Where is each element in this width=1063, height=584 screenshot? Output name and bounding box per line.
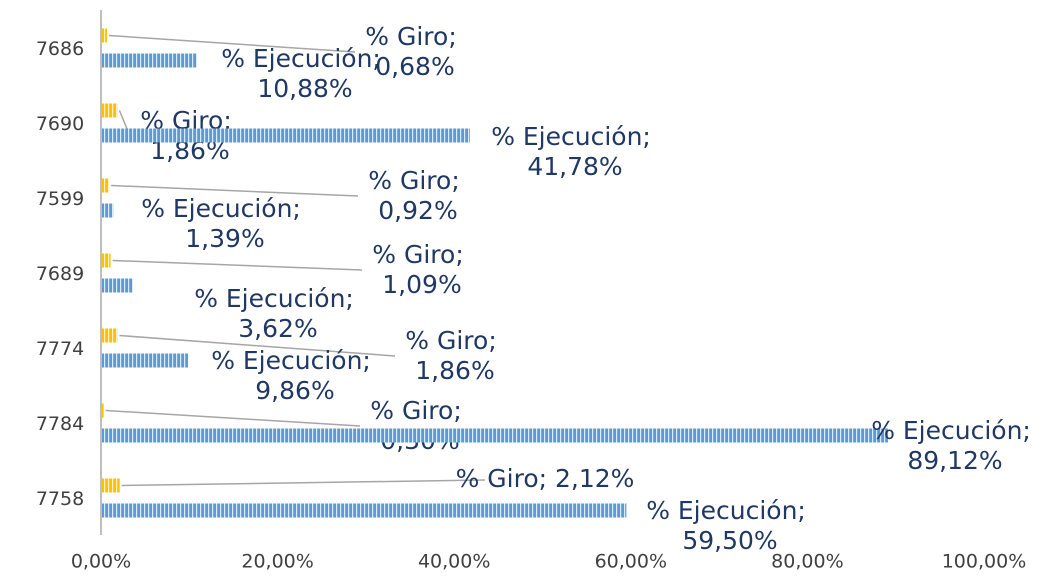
bar — [101, 353, 189, 368]
bar — [101, 403, 104, 418]
leader-line — [121, 479, 486, 487]
x-tick-label: 0,00% — [71, 551, 131, 573]
bar — [101, 28, 108, 43]
data-label: % Ejecución; 1,39% — [141, 194, 309, 253]
data-label: % Ejecución; 59,50% — [646, 496, 814, 555]
y-tick-label: 7689 — [36, 263, 84, 285]
bar — [101, 253, 111, 268]
bar — [101, 178, 110, 193]
data-label: % Ejecución; 89,12% — [871, 416, 1039, 475]
y-tick-label: 7599 — [36, 188, 84, 210]
bar — [101, 53, 198, 68]
leader-line — [112, 259, 363, 271]
data-label: % Ejecución; 3,62% — [194, 284, 362, 343]
data-label: % Ejecución; 41,78% — [491, 122, 659, 181]
y-tick-label: 7758 — [36, 488, 84, 510]
bar — [101, 478, 120, 493]
x-tick-label: 60,00% — [595, 551, 667, 573]
x-tick-label: 40,00% — [418, 551, 490, 573]
data-label: % Giro; 0,30% — [370, 396, 469, 455]
y-tick-label: 7686 — [36, 38, 84, 60]
data-label: % Giro; 1,09% — [372, 240, 471, 299]
bar — [101, 428, 888, 443]
data-label: % Giro; 2,12% — [456, 464, 635, 493]
y-tick-label: 7784 — [36, 413, 84, 435]
bar — [101, 128, 470, 143]
x-tick-label: 80,00% — [771, 551, 843, 573]
bar — [101, 503, 627, 518]
data-label: % Ejecución; 10,88% — [221, 44, 389, 103]
y-tick-label: 7774 — [36, 338, 84, 360]
x-tick-label: 20,00% — [241, 551, 313, 573]
y-tick-label: 7690 — [36, 113, 84, 135]
data-label: % Giro; 0,68% — [365, 22, 464, 81]
bar — [101, 278, 133, 293]
x-tick-label: 100,00% — [942, 551, 1027, 573]
bar — [101, 103, 118, 118]
leader-line — [111, 184, 359, 197]
data-label: % Giro; 0,92% — [368, 166, 467, 225]
data-label: % Ejecución; 9,86% — [211, 346, 379, 405]
bar — [101, 203, 114, 218]
data-label: % Giro; 1,86% — [405, 326, 504, 385]
bar — [101, 328, 118, 343]
leader-line — [119, 334, 396, 357]
leader-line — [108, 34, 356, 53]
leader-line — [105, 409, 361, 427]
